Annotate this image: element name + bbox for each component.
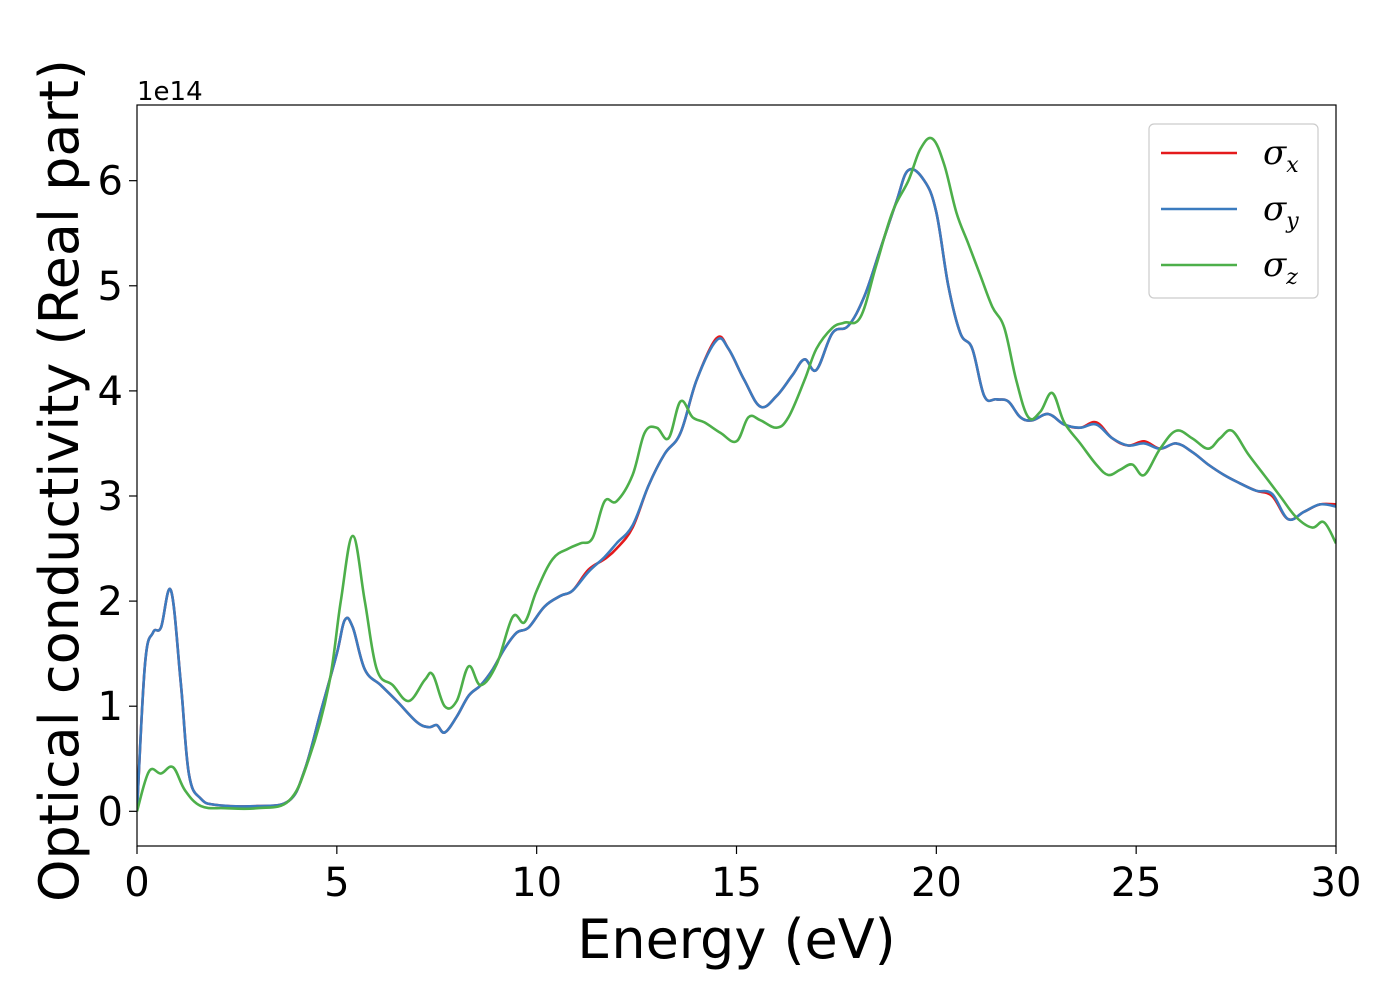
x-axis: 0 5 10 15 20 25 30: [124, 846, 1361, 906]
y-axis-label: Optical conductivity (Real part): [28, 59, 91, 902]
y-axis: 0 1 2 3 4 5 6: [98, 159, 137, 835]
y-tick-label: 4: [98, 369, 123, 415]
y-tick-label: 3: [98, 474, 123, 520]
y-tick-label: 5: [98, 264, 123, 310]
x-tick-label: 10: [511, 860, 562, 906]
series-line-z: [137, 136, 1336, 812]
x-tick-label: 15: [711, 860, 762, 906]
y-tick-label: 0: [98, 789, 123, 835]
x-axis-label: Energy (eV): [577, 908, 896, 971]
series-layer: [137, 136, 1336, 812]
y-tick-label: 2: [98, 579, 123, 625]
series-line-y: [137, 167, 1336, 812]
x-tick-label: 20: [911, 860, 962, 906]
x-tick-label: 25: [1111, 860, 1162, 906]
y-tick-label: 6: [98, 159, 123, 205]
legend: σx σy σz: [1148, 123, 1319, 299]
y-offset-label: 1e14: [137, 77, 203, 107]
legend-box: [1148, 123, 1319, 299]
legend-label-z: σz: [1263, 245, 1298, 290]
legend-label-x: σx: [1263, 133, 1299, 178]
x-tick-label: 5: [324, 860, 349, 906]
y-tick-label: 1: [98, 684, 123, 730]
legend-label-y: σy: [1263, 189, 1299, 234]
x-tick-label: 0: [124, 860, 149, 906]
x-tick-label: 30: [1311, 860, 1362, 906]
